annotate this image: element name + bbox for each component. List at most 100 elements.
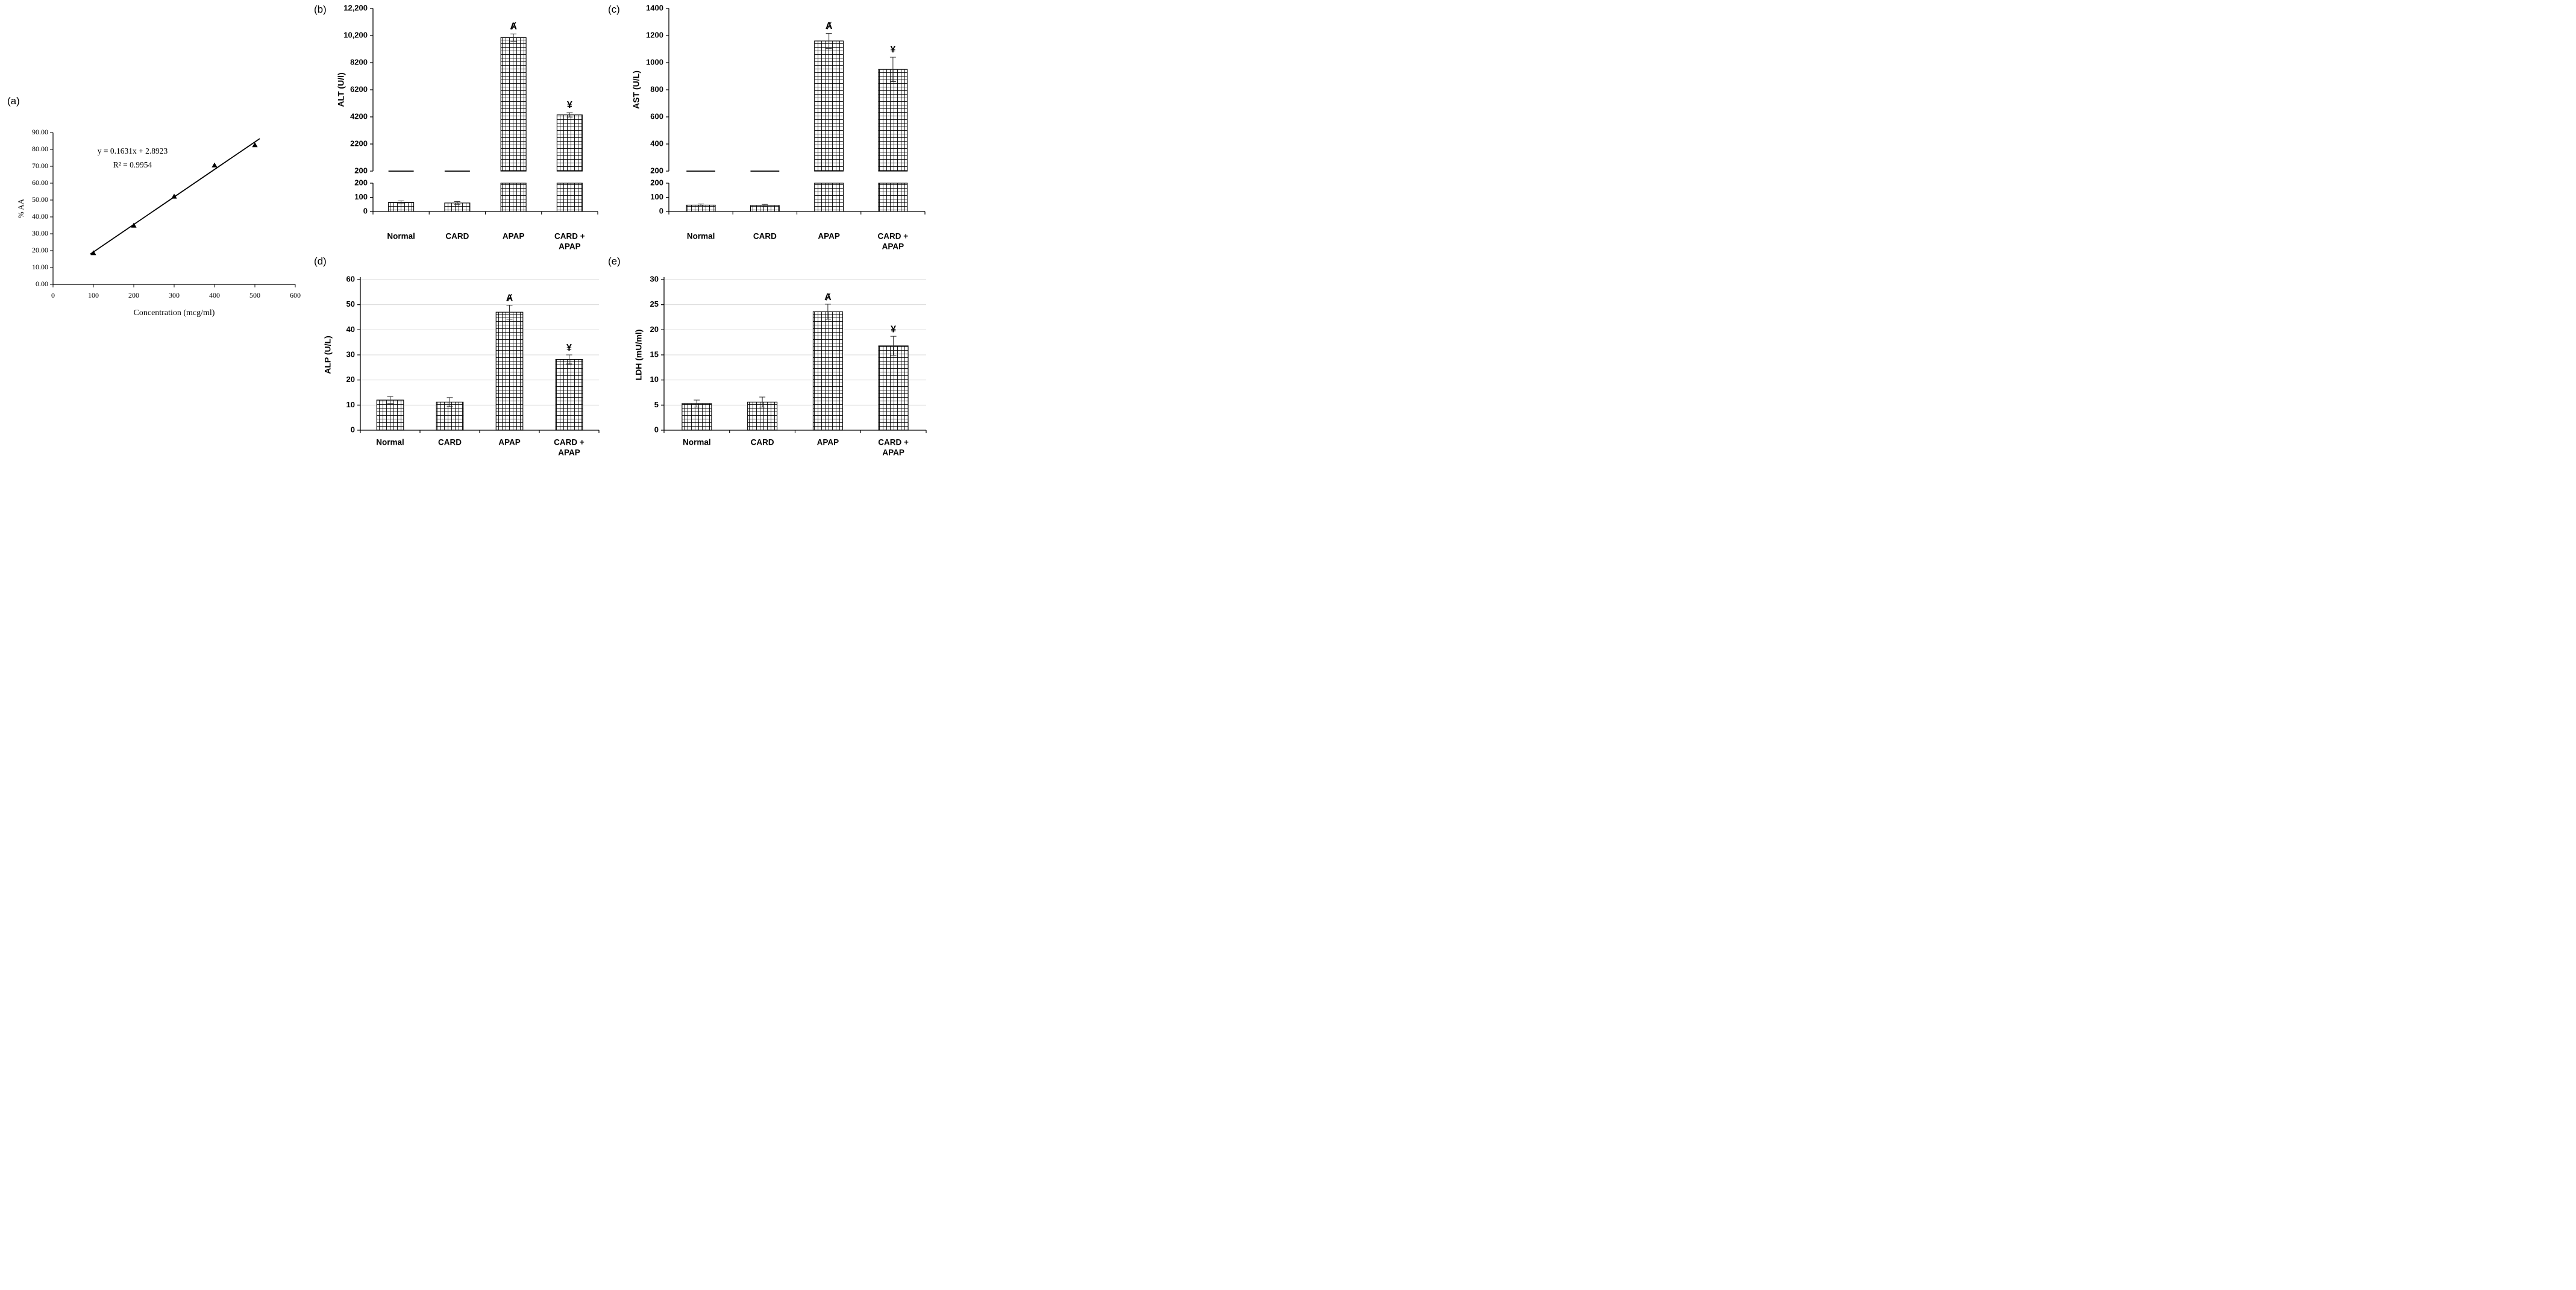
- r-squared-value: R² = 0.9954: [113, 160, 152, 169]
- x-tick-label: 500: [249, 291, 260, 299]
- y-tick-label: 6200: [350, 84, 368, 93]
- y-tick-label: 200: [650, 166, 663, 175]
- y-tick-label: 1000: [646, 57, 663, 66]
- bar: [814, 40, 844, 172]
- bar: [878, 69, 908, 172]
- y-tick-label: 20: [650, 325, 659, 334]
- y-tick-label: 0: [351, 425, 355, 434]
- category-label: Normal: [687, 232, 715, 241]
- category-label: Normal: [683, 438, 711, 447]
- significance-annotation: ¥: [566, 343, 572, 353]
- x-axis-title: Concentration (mcg/ml): [134, 308, 215, 318]
- bar: [747, 401, 778, 431]
- y-tick-label: 20.00: [32, 246, 48, 254]
- category-label: CARD: [753, 232, 777, 241]
- y-tick-label: 12,200: [343, 3, 368, 12]
- y-tick-label: 200: [354, 178, 368, 187]
- y-tick-label: 100: [354, 192, 368, 201]
- y-tick-label: 40.00: [32, 212, 48, 221]
- significance-annotation: Ⱥ: [824, 292, 832, 302]
- y-tick-label: 2200: [350, 139, 368, 148]
- bar: [495, 312, 524, 431]
- category-label: CARD: [445, 232, 469, 241]
- y-tick-label: 800: [650, 84, 663, 93]
- panel-c-ast-bar-chart: 200 400 600 800 1000 1200 1400 0 100 200 Ⱥ ¥ Normal C…: [631, 3, 926, 251]
- y-tick-label: 50: [346, 299, 355, 308]
- panel-e-label: (e): [608, 255, 621, 267]
- y-axis-title: ALP (U/L): [323, 336, 333, 374]
- y-tick-label: 5: [654, 400, 659, 409]
- y-axis-title: % AA: [16, 198, 25, 218]
- significance-annotation: ¥: [567, 100, 572, 110]
- trendline-equation: y = 0.1631x + 2.8923: [98, 146, 168, 155]
- liver-enzyme-figure: (a) (b) (c) (d) (e) 0.00 10.00 20.00 30.00 4…: [0, 0, 928, 465]
- y-tick-label: 0: [659, 206, 663, 215]
- category-label: APAP: [558, 448, 580, 457]
- panel-c-label: (c): [608, 4, 620, 15]
- x-tick-label: 200: [128, 291, 139, 299]
- y-tick-label: 50.00: [32, 195, 48, 204]
- y-axis-title: AST (U/L): [631, 70, 641, 109]
- x-tick-label: 600: [290, 291, 301, 299]
- x-tick-label: 400: [209, 291, 220, 299]
- significance-annotation: Ⱥ: [510, 22, 517, 32]
- y-tick-label: 30: [346, 349, 355, 359]
- x-tick-label: 300: [169, 291, 180, 299]
- data-point-marker: [131, 222, 137, 228]
- y-tick-label: 200: [650, 178, 663, 187]
- y-tick-label: 0: [363, 206, 368, 215]
- y-tick-label: 600: [650, 111, 663, 121]
- y-tick-label: 10.00: [32, 263, 48, 271]
- y-tick-label: 20: [346, 375, 355, 384]
- y-tick-label: 400: [650, 139, 663, 148]
- bar: [814, 183, 844, 212]
- category-label: CARD +: [554, 232, 585, 241]
- category-label: APAP: [498, 438, 521, 447]
- panel-b-label: (b): [314, 4, 327, 15]
- panel-d-label: (d): [314, 255, 327, 267]
- y-tick-label: 100: [650, 192, 663, 201]
- y-tick-label: 15: [650, 349, 659, 359]
- category-label: Normal: [387, 232, 415, 241]
- significance-annotation: ¥: [890, 45, 895, 55]
- significance-annotation: Ⱥ: [506, 293, 513, 304]
- category-label: APAP: [503, 232, 525, 241]
- y-tick-label: 60: [346, 274, 355, 283]
- y-tick-label: 30.00: [32, 229, 48, 237]
- category-label: CARD: [751, 438, 774, 447]
- category-label: APAP: [818, 232, 840, 241]
- data-point-marker: [252, 142, 258, 148]
- category-label: Normal: [376, 438, 404, 447]
- bar: [556, 183, 583, 212]
- category-label: APAP: [882, 448, 904, 457]
- bar: [555, 359, 583, 431]
- panel-b-alt-bar-chart: 200 2200 4200 6200 8200 10,200 12,200 0 100 200 Ⱥ ¥…: [336, 3, 598, 251]
- bar: [376, 399, 404, 431]
- category-label: APAP: [882, 242, 904, 251]
- bar: [878, 345, 909, 431]
- category-label: CARD +: [878, 438, 909, 447]
- y-tick-label: 30: [650, 274, 659, 283]
- y-tick-label: 8200: [350, 57, 368, 66]
- y-axis-title: LDH (mU/ml): [634, 330, 644, 381]
- y-tick-label: 4200: [350, 111, 368, 121]
- y-tick-label: 40: [346, 325, 355, 334]
- y-tick-label: 1200: [646, 30, 663, 39]
- y-tick-label: 1400: [646, 3, 663, 12]
- bar: [500, 37, 527, 172]
- panel-a-standard-curve-chart: 0.00 10.00 20.00 30.00 40.00 50.00 60.00 70.00 8…: [16, 128, 301, 318]
- data-point-marker: [90, 250, 96, 255]
- y-tick-label: 10,200: [343, 30, 368, 39]
- y-axis-title: ALT (U/l): [336, 72, 346, 107]
- y-tick-label: 0: [654, 425, 659, 434]
- x-tick-label: 100: [88, 291, 99, 299]
- y-tick-label: 25: [650, 299, 659, 308]
- bar: [812, 311, 843, 431]
- x-tick-label: 0: [51, 291, 55, 299]
- category-label: CARD +: [554, 438, 584, 447]
- category-label: APAP: [817, 438, 839, 447]
- bar: [500, 183, 527, 212]
- y-tick-label: 0.00: [36, 280, 48, 288]
